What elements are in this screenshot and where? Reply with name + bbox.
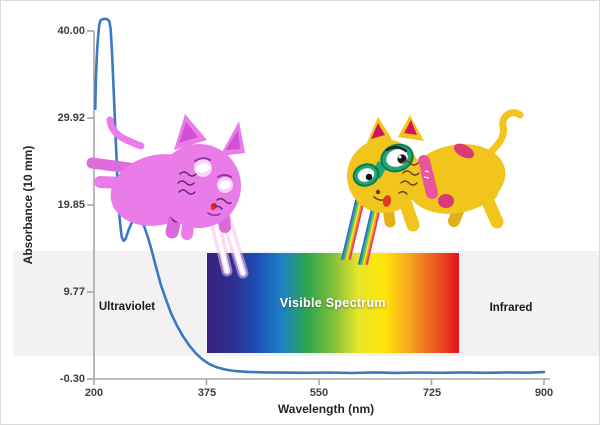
y-tick-label: 19.85 [57, 199, 85, 211]
pink-cat-collar [160, 179, 184, 223]
yellow-cat-whiskers [398, 160, 420, 195]
y-axis-title: Absorbance (10 mm) [21, 145, 35, 265]
pink-cat-illustration [86, 114, 245, 240]
yellow-cat-ear [366, 117, 392, 145]
yellow-cat-collar-tag [423, 170, 430, 179]
pink-cat-whiskers [177, 171, 232, 210]
yellow-cat-eye-highlight [398, 155, 402, 159]
pink-cat-eye-glow [217, 177, 233, 193]
pink-cat-head [157, 144, 241, 228]
yellow-cat-collar [418, 155, 438, 199]
pink-cat-hind-leg [216, 198, 231, 233]
yellow-cat-haunch [457, 172, 499, 206]
yellow-cat-eye [357, 168, 375, 182]
x-tick-label: 550 [309, 387, 329, 399]
x-tick-label: 725 [422, 387, 442, 399]
pink-cat-nose [211, 203, 217, 209]
pink-cat-ear-inner [179, 122, 198, 143]
yellow-cat-pupil [365, 173, 373, 181]
visible-spectrum-label: Visible Spectrum [279, 296, 386, 310]
yellow-cat [347, 109, 524, 232]
pink-cat-eye [196, 163, 210, 173]
pink-cat-hind-leg [181, 202, 196, 240]
yellow-cat-eyelash [385, 146, 408, 153]
yellow-cat-ear [398, 115, 424, 141]
x-tick-label: 200 [84, 387, 104, 399]
pink-cat-front-leg [94, 176, 152, 190]
yellow-cat-ear-inner [371, 123, 385, 139]
y-tick-label: -0.30 [59, 373, 85, 385]
yellow-cat-ear-inner [404, 120, 417, 135]
pink-cat-body [110, 154, 206, 226]
pink-cat-front-leg [86, 157, 150, 176]
yellow-cat-front-leg [380, 190, 396, 228]
yellow-cat-front-leg [395, 186, 420, 232]
pink-cat-collar-tag [166, 195, 173, 204]
yellow-cat-head [347, 139, 421, 213]
yellow-cat-body [406, 144, 506, 214]
pink-cat-ear-inner [226, 130, 240, 150]
yellow-cat-illustration [347, 109, 524, 232]
yellow-cat-eye [386, 149, 408, 167]
pink-cat-hind-leg [165, 199, 185, 239]
yellow-cat-tail [482, 109, 524, 161]
y-tick-label: 9.77 [63, 286, 85, 298]
yellow-cat-pupil [397, 154, 407, 164]
pink-cat-laser-spark [210, 205, 216, 211]
yellow-cat-mask [352, 143, 414, 187]
yellow-cat-nose [375, 189, 381, 195]
yellow-cat-hind-leg [479, 190, 504, 229]
yellow-cat-mouth [373, 196, 387, 201]
x-axis-title: Wavelength (nm) [277, 402, 375, 416]
yellow-cat-back-patch [453, 143, 475, 159]
x-tick-label: 900 [534, 387, 554, 399]
infrared-label: Infrared [489, 302, 533, 314]
x-tick-label: 375 [197, 387, 217, 399]
pink-cat-haunch [162, 178, 210, 218]
ultraviolet-label: Ultraviolet [98, 301, 156, 313]
pink-cat-tail [106, 116, 145, 150]
pink-cat-mouth [207, 212, 221, 217]
pink-cat-eye [219, 180, 231, 190]
yellow-cat-hind-leg [448, 190, 470, 227]
pink-cat-ear [174, 114, 207, 150]
pink-cat-brow [194, 157, 232, 178]
yellow-cat-hip-spot [438, 194, 454, 208]
yellow-cat-tongue [382, 195, 392, 207]
y-tick-label: 40.00 [57, 25, 85, 37]
pink-cat-eye-glow [194, 159, 212, 177]
pink-cat-ear [220, 121, 245, 156]
y-tick-label: 29.92 [57, 112, 85, 124]
visible-spectrum-bar: Visible Spectrum [206, 253, 460, 353]
pink-cat [86, 114, 245, 240]
